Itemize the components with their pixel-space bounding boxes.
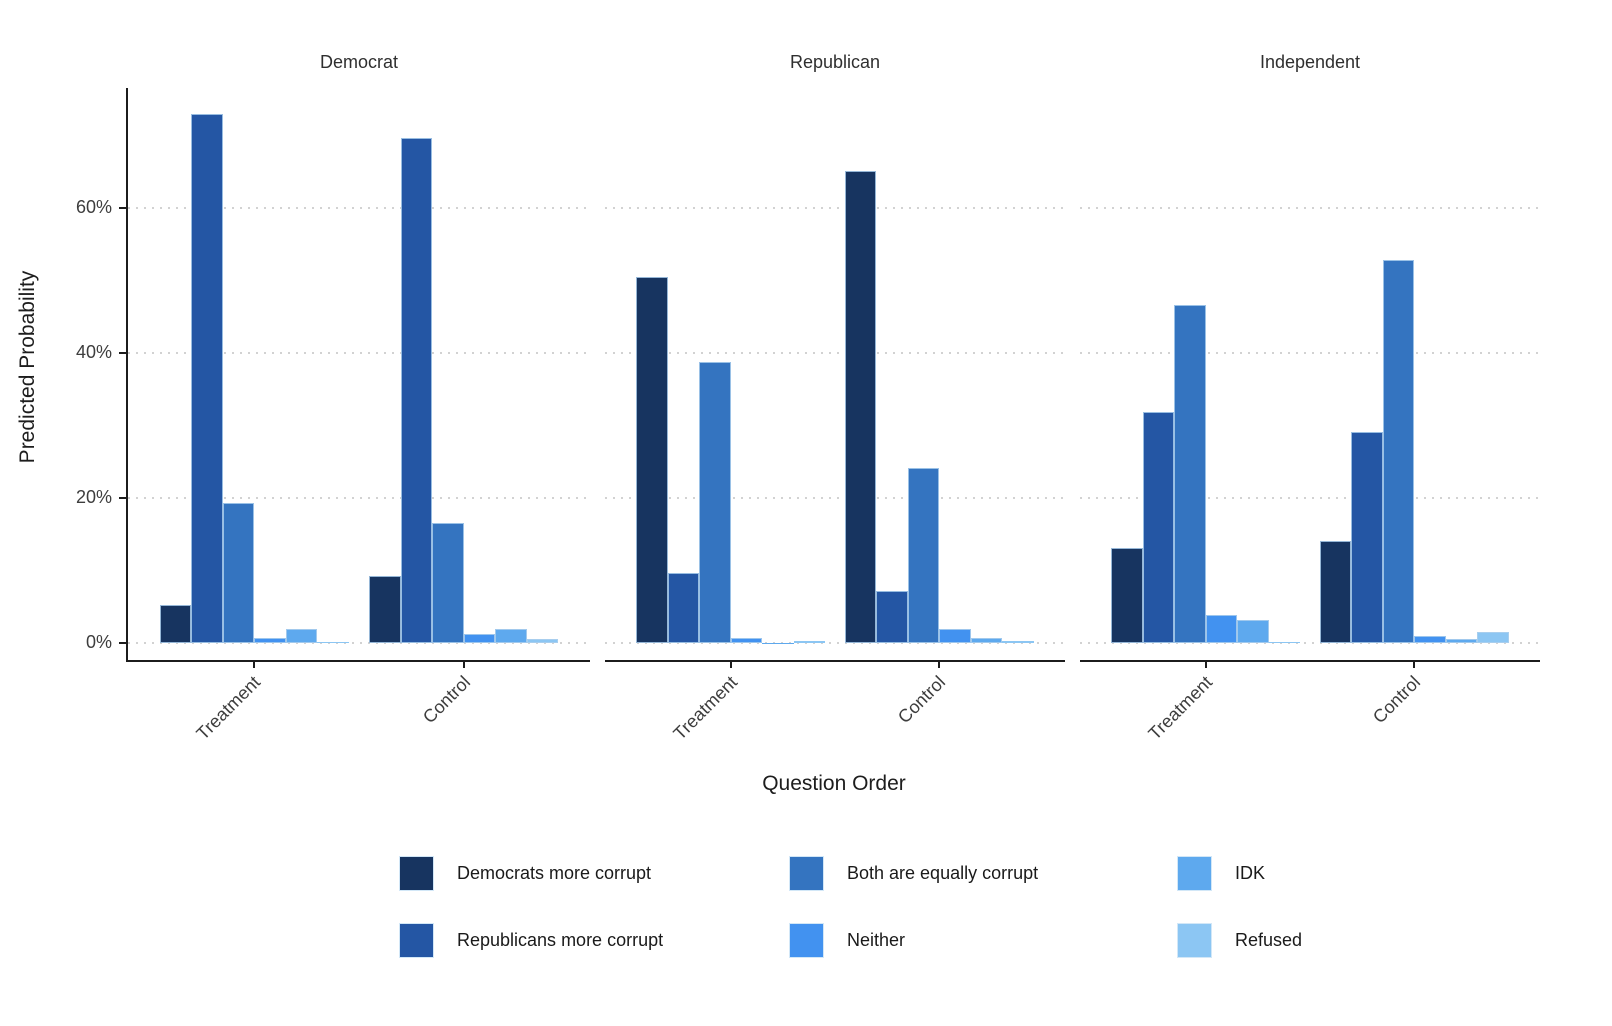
gridline: [128, 642, 590, 644]
gridline: [1080, 642, 1540, 644]
bar: [1111, 548, 1143, 643]
x-axis-line: [128, 660, 590, 662]
x-group-label: Control: [418, 672, 475, 728]
y-axis-tick: [119, 207, 126, 209]
bar: [699, 361, 731, 643]
y-axis-title: Predicted Probability: [16, 270, 39, 464]
legend-label: Neither: [847, 930, 906, 950]
legend-key-swatch: [399, 856, 434, 891]
bar: [1002, 640, 1034, 643]
x-axis-tick: [1413, 661, 1416, 668]
bar: [1174, 305, 1206, 643]
legend-item: Refused: [1177, 923, 1538, 958]
bar: [793, 640, 826, 643]
gridline: [128, 207, 590, 209]
x-group-label: Treatment: [192, 672, 265, 744]
x-axis-line: [605, 660, 1065, 662]
facet-title: Republican: [789, 52, 881, 72]
legend-item: Republicans more corrupt: [399, 923, 760, 958]
bar: [1142, 411, 1175, 643]
legend-item: IDK: [1177, 856, 1538, 891]
legend-label: Republicans more corrupt: [457, 930, 664, 950]
bar: [254, 637, 286, 643]
bar: [1268, 642, 1301, 643]
legend-item: Democrats more corrupt: [399, 856, 760, 891]
bar: [1382, 260, 1415, 643]
y-axis-tick: [119, 642, 126, 644]
x-axis-title: Question Order: [762, 772, 906, 795]
bar: [667, 572, 700, 643]
legend-key-swatch: [399, 923, 434, 958]
facet-panel: [128, 88, 590, 660]
y-tick-label: 40%: [75, 342, 112, 362]
facet-panel: [1080, 88, 1540, 660]
gridline: [605, 642, 1065, 644]
gridline: [128, 497, 590, 499]
bar: [222, 503, 255, 643]
gridline: [605, 497, 1065, 499]
x-axis-tick: [1204, 661, 1207, 668]
legend-key-swatch: [789, 856, 824, 891]
gridline: [1080, 352, 1540, 354]
legend-item: Neither: [789, 923, 1150, 958]
x-axis-tick: [462, 661, 465, 668]
legend-key-swatch: [789, 923, 824, 958]
bar: [400, 137, 433, 643]
legend-label: Both are equally corrupt: [847, 863, 1039, 883]
y-tick-label: 60%: [75, 197, 112, 217]
bar: [495, 629, 527, 643]
facet-title: Democrat: [319, 52, 399, 72]
x-group-label: Treatment: [1144, 672, 1216, 744]
y-axis-tick: [119, 352, 126, 354]
x-axis-line: [1080, 660, 1540, 662]
legend-label: IDK: [1235, 863, 1266, 883]
x-axis-tick: [938, 661, 941, 668]
bar: [463, 633, 496, 643]
legend-label: Democrats more corrupt: [457, 863, 652, 883]
bar: [844, 171, 877, 643]
bar: [526, 639, 559, 643]
facet-panel: [605, 88, 1065, 660]
bar: [939, 628, 971, 643]
bar: [907, 467, 940, 643]
bar: [1205, 614, 1238, 643]
y-tick-label: 0%: [85, 632, 112, 652]
bar: [432, 522, 464, 643]
legend-key-swatch: [1177, 923, 1212, 958]
x-axis-tick: [253, 661, 256, 668]
bar: [1351, 432, 1383, 643]
bar: [159, 605, 192, 643]
bar: [970, 637, 1003, 643]
bar: [762, 642, 794, 643]
bar: [317, 642, 349, 643]
bar: [876, 590, 908, 643]
bar: [1319, 540, 1352, 643]
bar: [369, 575, 401, 643]
legend-item: Both are equally corrupt: [789, 856, 1150, 891]
x-group-label: Control: [1369, 672, 1425, 728]
y-tick-label: 20%: [75, 487, 112, 507]
y-axis-line: [126, 88, 128, 662]
gridline: [605, 207, 1065, 209]
bar: [191, 113, 223, 643]
legend-label: Refused: [1235, 930, 1303, 950]
bar: [730, 637, 763, 643]
bar: [1237, 619, 1269, 643]
bar: [285, 628, 318, 643]
bar: [1445, 639, 1478, 643]
gridline: [128, 352, 590, 354]
y-axis-tick: [119, 497, 126, 499]
x-axis-tick: [729, 661, 732, 668]
bar: [636, 276, 668, 643]
legend-key-swatch: [1177, 856, 1212, 891]
gridline: [1080, 497, 1540, 499]
bar: [1477, 632, 1509, 643]
facet-title: Independent: [1259, 52, 1361, 72]
gridline: [1080, 207, 1540, 209]
bar: [1414, 636, 1446, 643]
gridline: [605, 352, 1065, 354]
